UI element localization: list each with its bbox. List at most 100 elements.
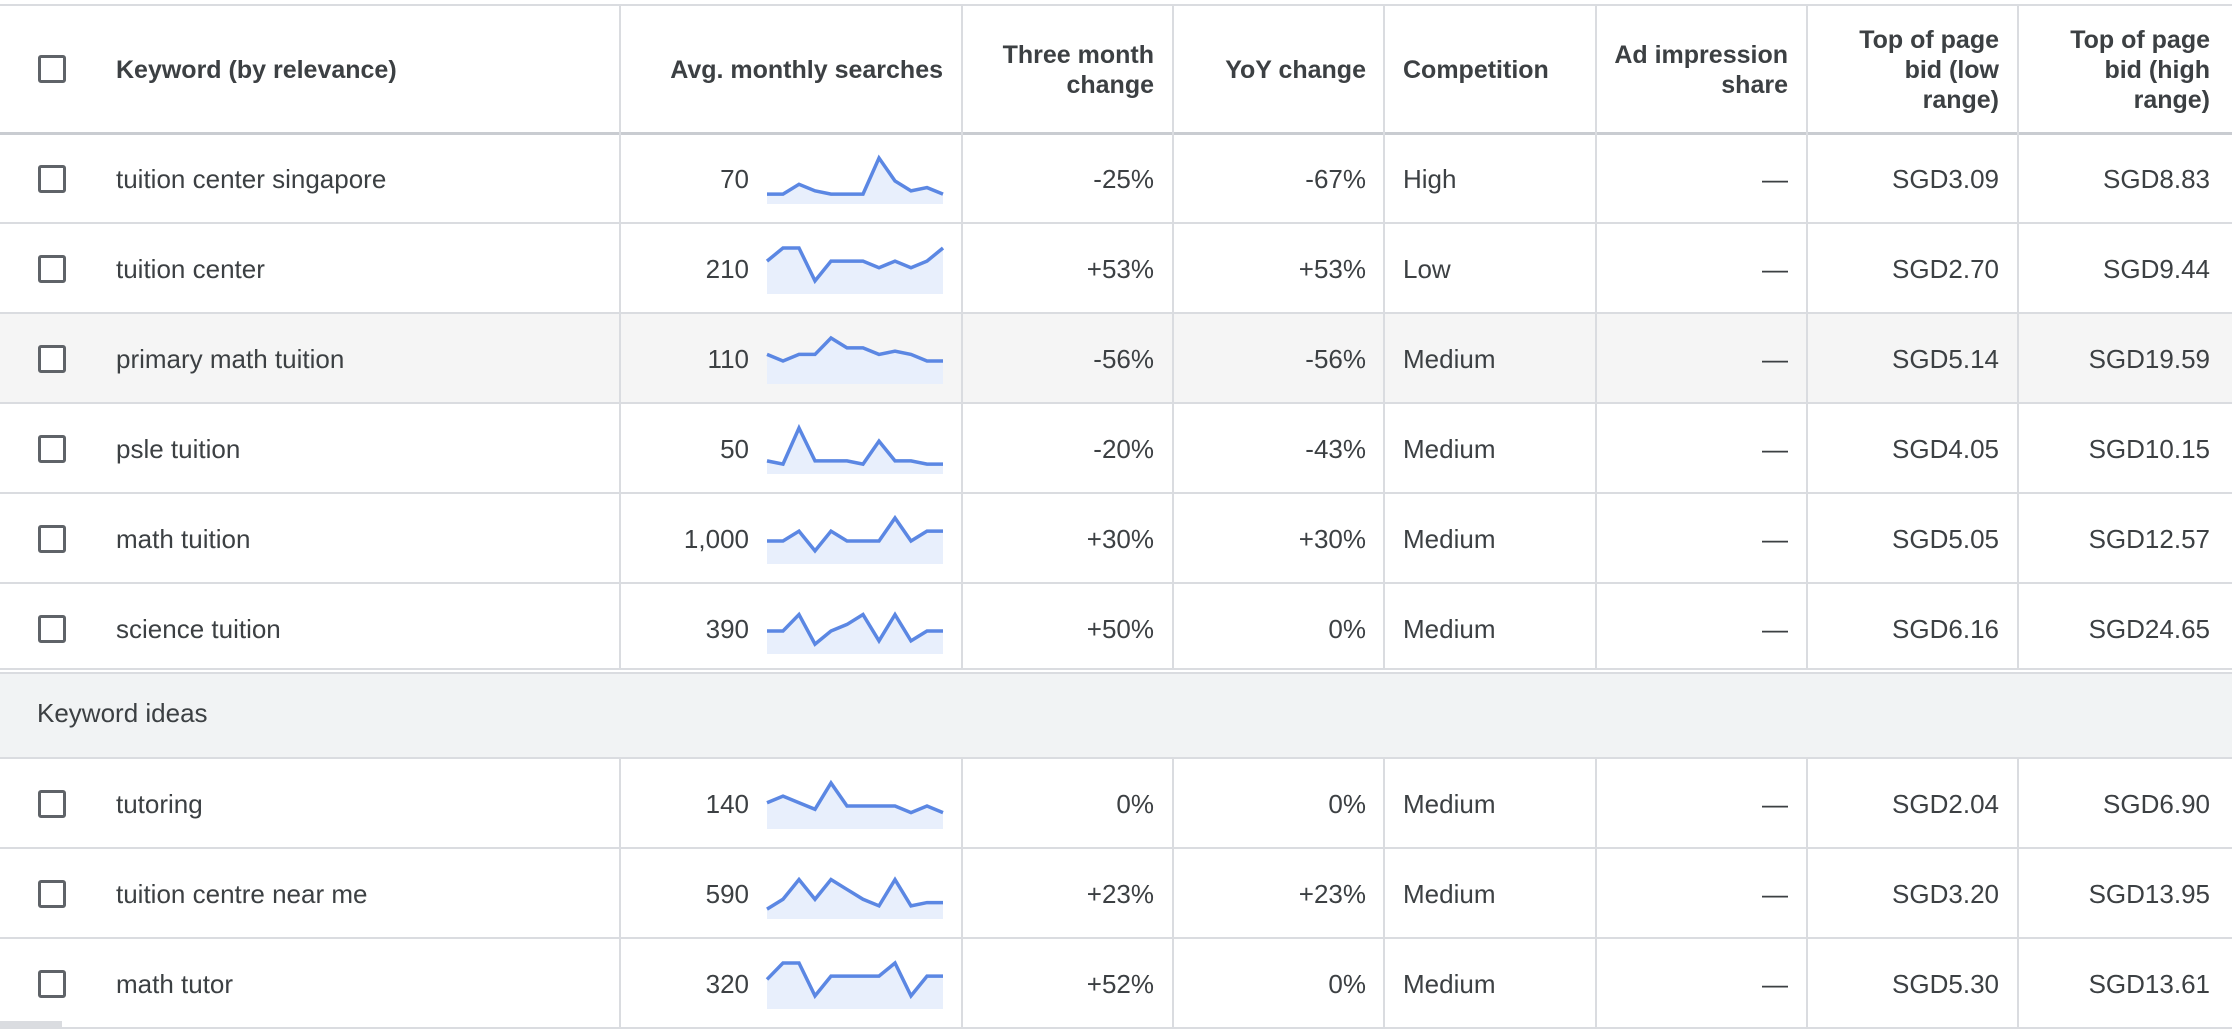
keyword-cell[interactable]: tutoring — [116, 789, 203, 819]
ad-impression-share: — — [1762, 879, 1788, 909]
header-bid-low-line2: bid (low — [1904, 56, 1999, 84]
ad-impression-share: — — [1762, 434, 1788, 464]
sparkline-area — [767, 248, 943, 294]
keyword-cell[interactable]: science tuition — [116, 614, 281, 644]
header-yoy-change[interactable]: YoY change — [1225, 56, 1366, 84]
trend-sparkline[interactable] — [765, 246, 945, 298]
row-checkbox[interactable] — [38, 615, 66, 643]
bid-low: SGD5.14 — [1892, 344, 1999, 374]
trend-sparkline[interactable] — [767, 154, 944, 208]
column-divider — [1806, 759, 1808, 1028]
row-checkbox[interactable] — [38, 880, 66, 908]
three-month-change: +23% — [1086, 879, 1154, 909]
three-month-change: -20% — [1093, 434, 1154, 464]
keyword-cell[interactable]: psle tuition — [116, 434, 241, 464]
trend-sparkline[interactable] — [767, 514, 943, 568]
column-divider — [1383, 759, 1385, 1028]
header-bid-high-line2: bid (high — [2104, 56, 2210, 84]
trend-sparkline[interactable] — [766, 779, 944, 833]
keyword-ideas-label: Keyword ideas — [37, 698, 208, 728]
avg-monthly-searches: 110 — [707, 344, 749, 374]
horizontal-scrollbar[interactable] — [0, 1021, 62, 1028]
header-three-month-change[interactable]: Three month change — [960, 40, 1154, 100]
header-ad-share-line1: Ad impression — [1614, 41, 1788, 69]
header-ad-share-line2: share — [1721, 71, 1788, 99]
competition: Medium — [1403, 344, 1496, 374]
bid-high: SGD13.95 — [2088, 879, 2210, 909]
column-divider — [619, 4, 621, 668]
keyword-cell[interactable]: tuition center singapore — [116, 164, 387, 194]
keyword-ideas-section: Keyword ideas — [0, 669, 2232, 758]
competition: Medium — [1403, 969, 1496, 999]
table-row[interactable]: science tuition 390 +50% 0% Medium — SGD6.16 SG… — [0, 584, 2232, 674]
trend-sparkline[interactable] — [766, 871, 943, 923]
header-keyword[interactable]: Keyword (by relevance) — [116, 56, 397, 84]
table-row[interactable]: tuition center 210 +53% +53% Low — SGD2.70 SGD9… — [0, 224, 2232, 314]
three-month-change: -25% — [1093, 164, 1154, 194]
row-checkbox[interactable] — [38, 970, 66, 998]
three-month-change: +30% — [1086, 524, 1154, 554]
sparkline-line — [766, 876, 943, 911]
ad-impression-share: — — [1762, 164, 1788, 194]
table-row[interactable]: tuition center singapore 70 -25% -67% High — S… — [0, 134, 2232, 224]
trend-sparkline[interactable] — [766, 423, 943, 478]
row-checkbox[interactable] — [38, 255, 66, 283]
keyword-cell[interactable]: math tuition — [116, 524, 251, 554]
keyword-cell[interactable]: primary math tuition — [116, 344, 345, 374]
sparkline-line — [766, 423, 943, 467]
yoy-change: -56% — [1305, 344, 1366, 374]
bid-high: SGD19.59 — [2088, 344, 2210, 374]
header-bid-low-line1: Top of page — [1859, 26, 1999, 54]
header-avg-monthly-searches[interactable]: Avg. monthly searches — [670, 56, 943, 84]
sparkline-area — [767, 428, 943, 474]
header-ad-impression-share[interactable]: Ad impression share — [1600, 40, 1788, 100]
trend-sparkline[interactable] — [765, 960, 943, 1013]
keyword-cell[interactable]: math tutor — [116, 969, 234, 999]
row-checkbox[interactable] — [38, 790, 66, 818]
sparkline-line — [767, 611, 943, 647]
row-checkbox[interactable] — [38, 525, 66, 553]
table-row[interactable]: primary math tuition 110 -56% -56% Medium — SG… — [0, 314, 2232, 404]
row-checkbox[interactable] — [38, 435, 66, 463]
column-divider — [1595, 4, 1597, 668]
table-row[interactable]: psle tuition 50 -20% -43% Medium — SGD4.05 SGD1… — [0, 404, 2232, 494]
header-competition[interactable]: Competition — [1403, 56, 1549, 84]
bid-low: SGD2.04 — [1892, 789, 1999, 819]
bid-high: SGD9.44 — [2103, 254, 2210, 284]
avg-monthly-searches: 320 — [705, 969, 749, 999]
keyword-cell[interactable]: tuition centre near me — [116, 879, 368, 909]
trend-sparkline[interactable] — [766, 335, 943, 388]
trend-sparkline[interactable] — [767, 606, 943, 658]
column-divider — [1806, 4, 1808, 668]
row-divider — [0, 582, 2232, 584]
competition: Medium — [1403, 614, 1496, 644]
ad-impression-share: — — [1762, 789, 1788, 819]
bid-high: SGD13.61 — [2088, 969, 2210, 999]
row-checkbox[interactable] — [38, 165, 66, 193]
header-bid-low-line3: range) — [1922, 86, 1999, 114]
table-row[interactable]: tutoring 140 0% 0% Medium — SGD2.04 SGD6.90 — [0, 759, 2232, 849]
header-three-month-line2: change — [1066, 71, 1154, 99]
row-checkbox[interactable] — [38, 345, 66, 373]
top-border — [0, 4, 2232, 6]
header-bid-high[interactable]: Top of page bid (high range) — [2020, 25, 2210, 115]
keyword-cell[interactable]: tuition center — [116, 254, 265, 284]
table-row[interactable]: math tutor 320 +52% 0% Medium — SGD5.30 SGD13.6… — [0, 939, 2232, 1029]
table-row[interactable]: math tuition 1,000 +30% +30% Medium — SGD5.05 S… — [0, 494, 2232, 584]
yoy-change: +53% — [1298, 254, 1366, 284]
row-divider — [0, 222, 2232, 224]
column-divider — [961, 759, 963, 1028]
sparkline-line — [766, 335, 943, 363]
header-bid-low[interactable]: Top of page bid (low range) — [1810, 25, 1999, 115]
table-row[interactable]: tuition centre near me 590 +23% +23% Medium —… — [0, 849, 2232, 939]
competition: Medium — [1403, 524, 1496, 554]
bid-low: SGD5.30 — [1892, 969, 1999, 999]
select-all-checkbox[interactable] — [38, 55, 66, 83]
sparkline-line — [765, 960, 943, 1000]
avg-monthly-searches: 1,000 — [683, 524, 749, 554]
avg-monthly-searches: 50 — [720, 434, 749, 464]
competition: Low — [1403, 254, 1451, 284]
header-three-month-line1: Three month — [1002, 41, 1154, 69]
ad-impression-share: — — [1762, 344, 1788, 374]
yoy-change: 0% — [1328, 969, 1366, 999]
